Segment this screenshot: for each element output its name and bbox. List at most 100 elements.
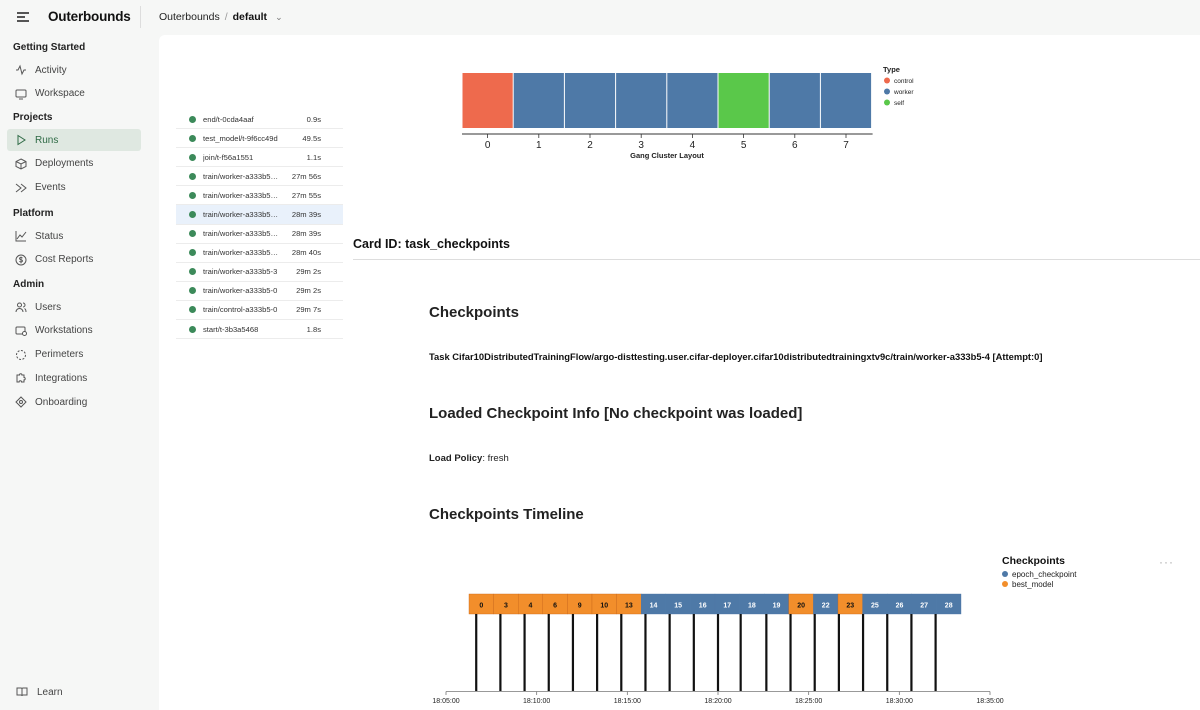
status-dot-icon [189, 172, 196, 180]
x-tick-label: 18:30:00 [886, 698, 913, 705]
task-name: train/worker-a333b5… [203, 210, 279, 220]
dollar-icon [7, 254, 35, 266]
legend-title: Checkpoints [1002, 555, 1066, 567]
sidebar-item-users[interactable]: Users [7, 296, 141, 318]
workstation-icon [7, 325, 35, 337]
users-icon [7, 301, 35, 313]
box-icon [7, 158, 35, 170]
epoch-label: 10 [600, 603, 608, 610]
activity-icon [7, 64, 35, 76]
sidebar-item-learn[interactable]: Learn [7, 682, 141, 702]
task-duration: 29m 7s [296, 305, 321, 315]
gang-node-6 [769, 73, 820, 128]
chart-line-icon [7, 230, 35, 242]
status-dot-icon [189, 153, 196, 161]
x-tick-label: 4 [690, 140, 696, 151]
sidebar-item-label: Activity [35, 64, 67, 76]
task-duration: 27m 55s [291, 190, 321, 200]
task-row[interactable]: start/t-3b3a5468 1.8s [176, 320, 343, 340]
book-icon [7, 686, 37, 698]
epoch-label: 27 [920, 603, 928, 610]
status-dot-icon [189, 306, 196, 314]
sidebar-section-title: Getting Started [13, 42, 86, 53]
legend-title: Type [883, 65, 900, 74]
sidebar-item-onboarding[interactable]: Onboarding [7, 391, 141, 413]
sidebar-item-label: Users [35, 301, 62, 313]
sidebar-item-perimeters[interactable]: Perimeters [7, 344, 141, 366]
breadcrumb: Outerbounds / default ⌄ [159, 11, 283, 23]
task-row[interactable]: train/worker-a333b5-0 29m 2s [176, 282, 343, 301]
status-dot-icon [189, 191, 196, 199]
epoch-label: 0 [479, 603, 483, 610]
task-row[interactable]: end/t-0cda4aaf 0.9s [176, 110, 343, 130]
epoch-label: 22 [822, 603, 830, 610]
sidebar-item-workstations[interactable]: Workstations [7, 320, 141, 342]
brand-logo[interactable]: Outerbounds [48, 9, 131, 24]
sidebar-item-activity[interactable]: Activity [7, 59, 141, 81]
legend-item: epoch_checkpoint [1002, 569, 1077, 579]
sidebar-item-workspace[interactable]: Workspace [7, 83, 141, 105]
sidebar-item-events[interactable]: Events [7, 177, 141, 199]
x-axis-label: Gang Cluster Layout [630, 151, 704, 160]
status-dot-icon [189, 268, 196, 276]
x-tick-label: 7 [843, 140, 849, 151]
epoch-label: 20 [797, 603, 805, 610]
breadcrumb-current[interactable]: default [232, 11, 268, 23]
epoch-label: 4 [529, 603, 533, 610]
sidebar-item-integrations[interactable]: Integrations [7, 367, 141, 389]
x-tick-label: 18:15:00 [614, 698, 641, 705]
sidebar-item-deployments[interactable]: Deployments [7, 153, 141, 175]
gang-node-3 [616, 73, 667, 128]
monitor-icon [7, 88, 35, 100]
task-name: test_model/t-9f6cc49d [203, 133, 278, 143]
sidebar-item-label: Perimeters [35, 349, 84, 361]
task-duration: 27m 56s [291, 171, 321, 181]
status-dot-icon [189, 230, 196, 238]
sidebar-item-label: Learn [37, 686, 63, 698]
chevron-down-icon[interactable]: ⌄ [275, 11, 283, 22]
task-row[interactable]: test_model/t-9f6cc49d 49.5s [176, 129, 343, 149]
task-row[interactable]: join/t-f56a1551 1.1s [176, 148, 343, 168]
task-duration: 28m 39s [291, 229, 321, 239]
sidebar-section-title: Projects [13, 112, 53, 123]
sidebar-item-label: Workstations [35, 325, 93, 337]
task-duration: 28m 40s [291, 248, 321, 258]
task-name: train/worker-a333b5… [203, 248, 279, 258]
task-row[interactable]: train/control-a333b5-0 29m 7s [176, 301, 343, 321]
sidebar-item-cost-reports[interactable]: Cost Reports [7, 249, 141, 271]
task-duration: 29m 2s [296, 286, 321, 296]
epoch-label: 14 [650, 603, 658, 610]
status-dot-icon [189, 249, 196, 257]
task-name: train/worker-a333b5… [203, 190, 279, 200]
more-options-icon[interactable]: ··· [1159, 555, 1174, 569]
task-name: train/worker-a333b5-3 [203, 267, 278, 277]
epoch-label: 23 [846, 603, 854, 610]
task-list: end/t-0cda4aaf 0.9s test_model/t-9f6cc49d 4… [176, 110, 343, 340]
sidebar-item-status[interactable]: Status [7, 225, 141, 247]
status-dot-icon [189, 211, 196, 219]
sidebar-item-label: Events [35, 182, 66, 194]
task-row[interactable]: train/worker-a333b5… 28m 40s [176, 244, 343, 263]
epoch-label: 25 [871, 603, 879, 610]
x-tick-label: 5 [741, 140, 747, 151]
status-dot-icon [189, 115, 196, 123]
task-row[interactable]: train/worker-a333b5… 28m 39s [176, 205, 343, 225]
epoch-label: 28 [945, 603, 953, 610]
legend-swatch-control [884, 77, 890, 84]
x-tick-label: 18:05:00 [432, 698, 459, 705]
epoch-label: 9 [578, 603, 582, 610]
gang-cluster-chart: 0 1 2 3 4 5 6 7 Gang Cluster Layout Type control wo… [462, 65, 914, 160]
play-icon [7, 134, 35, 146]
task-row[interactable]: train/worker-a333b5… 27m 56s [176, 167, 343, 187]
task-row[interactable]: train/worker-a333b5-3 29m 2s [176, 263, 343, 282]
sidebar-item-label: Runs [35, 134, 59, 146]
sidebar-item-runs[interactable]: Runs [7, 129, 141, 151]
task-row[interactable]: train/worker-a333b5… 28m 39s [176, 225, 343, 244]
task-row[interactable]: train/worker-a333b5… 27m 55s [176, 186, 343, 206]
loaded-checkpoint-heading: Loaded Checkpoint Info [No checkpoint wa… [429, 405, 803, 422]
breadcrumb-root[interactable]: Outerbounds [159, 11, 220, 23]
menu-icon[interactable] [17, 11, 29, 23]
load-policy: Load Policy: fresh [429, 453, 509, 464]
x-tick-label: 3 [638, 140, 644, 151]
legend-label: best_model [1012, 579, 1054, 589]
